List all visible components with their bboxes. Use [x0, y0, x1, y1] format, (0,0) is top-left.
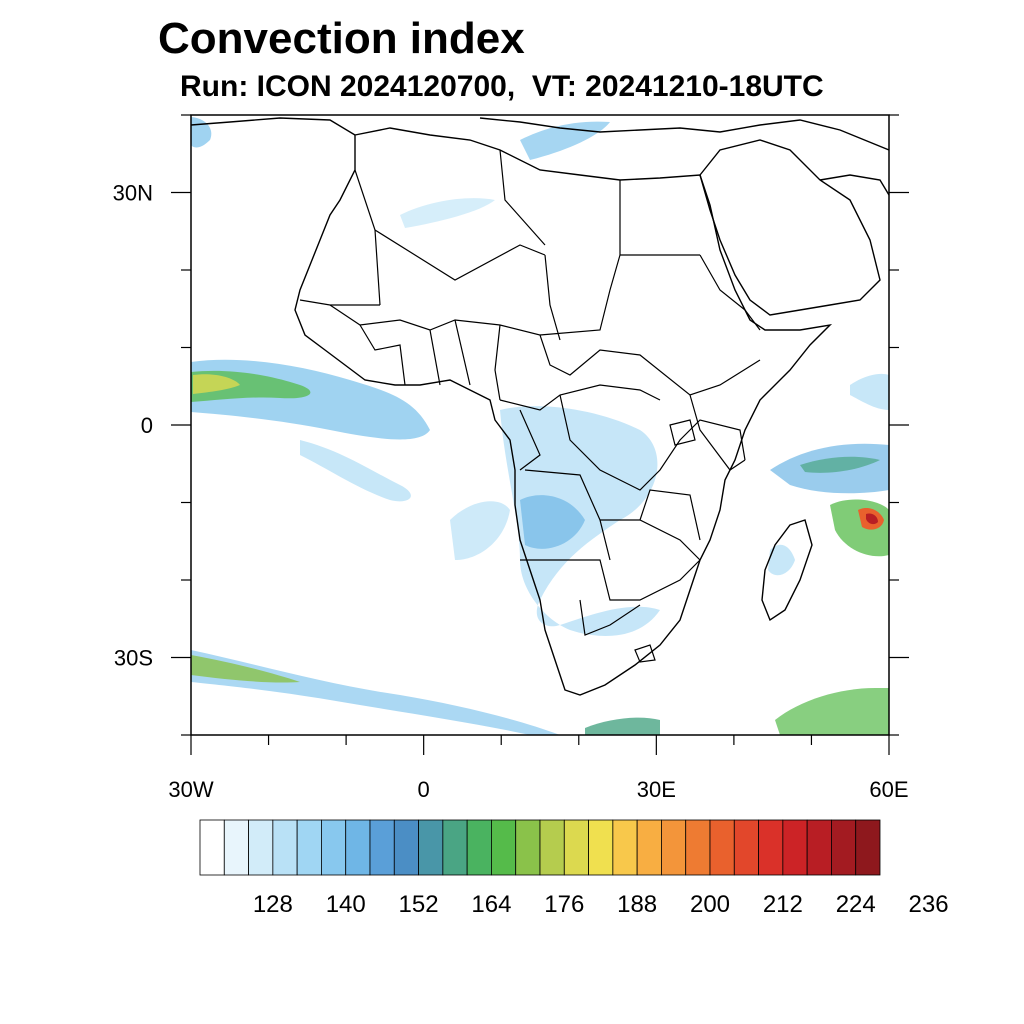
colorbar-swatch	[345, 819, 371, 876]
convection-area-se-ocean	[775, 688, 889, 735]
y-tick-label: 30N	[113, 181, 153, 206]
colorbar	[199, 819, 881, 876]
convection-area-southern-front	[191, 650, 560, 735]
convection-area-ne-edge	[850, 373, 889, 410]
colorbar-swatch	[709, 819, 735, 876]
convection-area-cape	[585, 717, 660, 735]
colorbar-swatch	[733, 819, 759, 876]
x-tick-label: 30E	[637, 777, 676, 802]
x-tick-label: 60E	[869, 777, 908, 802]
convection-area-ocean-streak	[450, 501, 510, 560]
colorbar-swatch	[806, 819, 832, 876]
colorbar-label: 212	[763, 891, 803, 918]
x-tick-label: 0	[418, 777, 430, 802]
colorbar-label: 188	[617, 891, 657, 918]
colorbar-swatch	[466, 819, 492, 876]
colorbar-swatch	[588, 819, 614, 876]
colorbar-swatch	[321, 819, 347, 876]
colorbar-swatch	[563, 819, 589, 876]
colorbar-swatch	[515, 819, 541, 876]
colorbar-swatch	[199, 819, 225, 876]
convection-area-tail	[300, 440, 411, 502]
colorbar-label: 128	[253, 891, 293, 918]
border-west-africa	[359, 319, 501, 401]
colorbar-label: 200	[690, 891, 730, 918]
colorbar-swatch	[296, 819, 322, 876]
colorbar-swatch	[855, 819, 881, 876]
colorbar-swatch	[758, 819, 784, 876]
colorbar-swatch	[418, 819, 444, 876]
axis-tick-labels: 30W 0 30E 60E 30N 0 30S	[113, 181, 909, 803]
border-lesotho	[634, 644, 656, 663]
colorbar-swatch	[685, 819, 711, 876]
colorbar-swatch	[393, 819, 419, 876]
convection-area-cyclone-eye	[866, 513, 878, 525]
y-tick-label: 30S	[114, 646, 153, 671]
colorbar-swatch	[442, 819, 468, 876]
colorbar-label: 164	[471, 891, 511, 918]
coastlines	[191, 117, 889, 696]
coastline-arabia	[699, 139, 881, 316]
x-tick-label: 30W	[168, 777, 213, 802]
border-sahel	[329, 304, 761, 396]
convection-area-itcz-peak	[193, 374, 240, 394]
convection-area-southern-front-core	[191, 655, 300, 683]
border-southern-africa	[520, 469, 701, 636]
colorbar-swatch	[636, 819, 662, 876]
country-borders	[299, 149, 761, 663]
colorbar-label: 176	[544, 891, 584, 918]
colorbar-swatch	[223, 819, 249, 876]
colorbar-labels: 128 140 152 164 176 188 200 212 224 236	[253, 891, 949, 918]
colorbar-label: 224	[836, 891, 876, 918]
colorbar-swatch	[612, 819, 638, 876]
map-title: Convection index	[158, 14, 525, 63]
colorbar-swatch	[831, 819, 857, 876]
coastline-africa	[294, 127, 833, 696]
colorbar-swatch	[369, 819, 395, 876]
colorbar-label: 236	[909, 891, 949, 918]
colorbar-swatch	[782, 819, 808, 876]
border-central-africa	[499, 384, 746, 491]
convection-field	[191, 117, 889, 735]
coastline-madagascar	[761, 519, 813, 622]
colorbar-swatch	[661, 819, 687, 876]
axis-ticks	[171, 114, 909, 755]
y-tick-label: 0	[141, 413, 153, 438]
border-east-africa	[689, 254, 761, 471]
convection-area-sahara-streak	[400, 198, 495, 228]
border-lake-victoria	[669, 419, 696, 446]
colorbar-swatch	[248, 819, 274, 876]
colorbar-swatch	[491, 819, 517, 876]
colorbar-label: 152	[399, 891, 439, 918]
convection-area-indian-ocean-core	[800, 456, 880, 473]
convection-area-angola	[520, 495, 585, 549]
map-subtitle: Run: ICON 2024120700, VT: 20241210-18UTC	[180, 70, 824, 103]
colorbar-swatch	[272, 819, 298, 876]
convection-area-madagascar	[768, 544, 795, 576]
coastline-europe	[191, 117, 889, 151]
coastline-persian-gulf	[819, 174, 889, 196]
colorbar-swatch	[539, 819, 565, 876]
colorbar-label: 140	[326, 891, 366, 918]
